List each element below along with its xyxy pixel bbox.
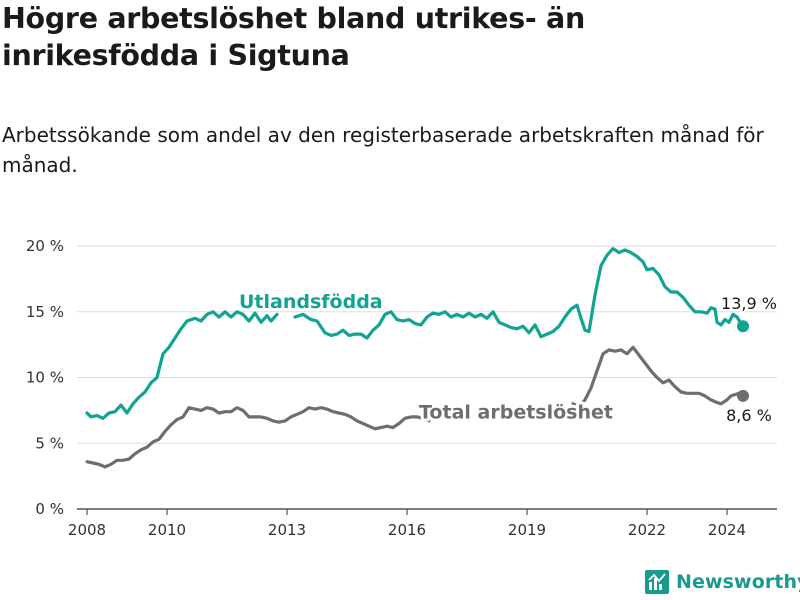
newsworthy-logo-icon bbox=[645, 570, 669, 594]
series-label-utlandsfodda-halo: Utlandsfödda bbox=[239, 291, 383, 313]
total-end-label: 8,6 % bbox=[726, 406, 772, 425]
series-label-total: Total arbetslöshet bbox=[419, 401, 613, 423]
series-label-total-halo: Total arbetslöshet bbox=[419, 401, 613, 423]
y-tick-label: 5 % bbox=[35, 434, 64, 452]
y-tick-label: 15 % bbox=[26, 303, 64, 321]
series-line-utlandsfodda bbox=[293, 247, 745, 340]
x-tick-label: 2016 bbox=[388, 521, 426, 539]
utlandsfodda-end-label: 13,9 % bbox=[721, 294, 777, 313]
series-label-utlandsfodda: Utlandsfödda bbox=[239, 291, 383, 313]
x-tick-label: 2022 bbox=[628, 521, 666, 539]
y-tick-label: 10 % bbox=[26, 369, 64, 387]
x-tick-label: 2010 bbox=[148, 521, 186, 539]
x-tick-label: 2024 bbox=[708, 521, 746, 539]
y-tick-label: 20 % bbox=[26, 237, 64, 255]
series-line-total bbox=[85, 406, 431, 469]
x-tick-label: 2013 bbox=[268, 521, 306, 539]
brand-name: Newsworthy bbox=[676, 571, 800, 593]
brand: Newsworthy bbox=[644, 568, 800, 596]
chart-subtitle: Arbetssökande som andel av den registerb… bbox=[2, 123, 764, 177]
y-tick-label: 0 % bbox=[35, 500, 64, 518]
x-tick-label: 2019 bbox=[508, 521, 546, 539]
x-tick-label: 2008 bbox=[68, 521, 106, 539]
series-line-total bbox=[571, 345, 745, 408]
series-line-utlandsfodda bbox=[85, 310, 279, 420]
utlandsfodda-end-point bbox=[737, 320, 749, 333]
total-end-point bbox=[737, 389, 749, 402]
chart-title: Högre arbetslöshet bland utrikes- än inr… bbox=[2, 2, 585, 72]
